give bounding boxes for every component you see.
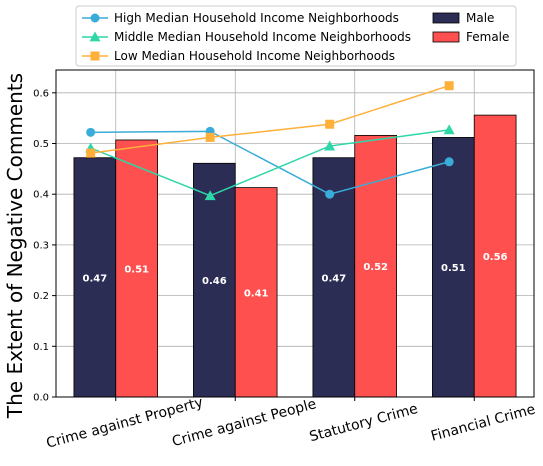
x-tick-label: Financial Crime [429,402,537,445]
bars: 0.47 0.46 0.47 0.51 0.51 0.41 0.52 0.56 [73,114,517,398]
legend-bar-swatch [432,31,460,43]
y-tick-label: 0.1 [33,342,49,353]
bar-data-label: 0.47 [82,273,107,284]
bar-data-label: 0.52 [363,262,388,273]
bar-data-label: 0.47 [321,273,346,284]
y-axis-label: The Extent of Negative Comments [3,73,27,419]
legend-marker [89,31,101,42]
line-series-1 [90,129,450,197]
bar-data-label: 0.51 [124,264,149,275]
bar-female-1 [234,187,278,398]
legend: High Median Household Income Neighborhoo… [75,5,517,67]
legend-entry: High Median Household Income Neighborhoo… [114,11,399,25]
bar-female-2 [354,134,397,398]
legend-entry: Low Median Household Income Neighborhood… [114,49,395,63]
legend-marker [90,13,100,23]
y-tick-label: 0.5 [33,139,49,150]
y-tick-label: 0.0 [33,393,49,404]
line-marker-2-0 [86,148,96,158]
bar-data-label: 0.41 [244,288,269,299]
line-marker-1-3 [443,124,455,135]
bar-data-label: 0.46 [202,276,227,287]
legend-entry: Middle Median Household Income Neighborh… [114,30,411,44]
line-marker-2-3 [444,81,454,91]
line-marker-0-2 [325,189,335,199]
line-marker-2-1 [205,132,215,142]
bar-data-label: 0.56 [483,252,508,263]
bar-male-1 [193,162,236,398]
bar-female-0 [115,139,158,398]
x-tick-label: Statutory Crime [308,401,420,445]
y-tick-label: 0.6 [33,88,49,99]
bar-female-3 [473,114,517,398]
y-tick-label: 0.3 [33,240,49,251]
y-tick-label: 0.2 [33,291,49,302]
line-marker-0-0 [86,127,96,137]
lines [85,81,455,201]
line-marker-1-1 [204,190,216,201]
plot-frame [55,69,535,398]
legend-entry: Female [466,30,509,44]
legend-bar-swatch [432,12,460,24]
legend-marker [90,51,100,61]
line-series-2 [90,85,450,154]
line-marker-1-2 [324,140,336,151]
line-series-0 [90,130,450,196]
bar-data-label: 0.51 [441,263,466,274]
bar-male-0 [73,157,117,398]
legend-entry: Male [466,11,494,25]
legend-box [75,5,517,67]
bar-male-3 [432,137,475,398]
line-marker-2-2 [325,119,335,129]
y-tick-label: 0.4 [33,190,49,201]
line-marker-0-3 [444,157,454,167]
